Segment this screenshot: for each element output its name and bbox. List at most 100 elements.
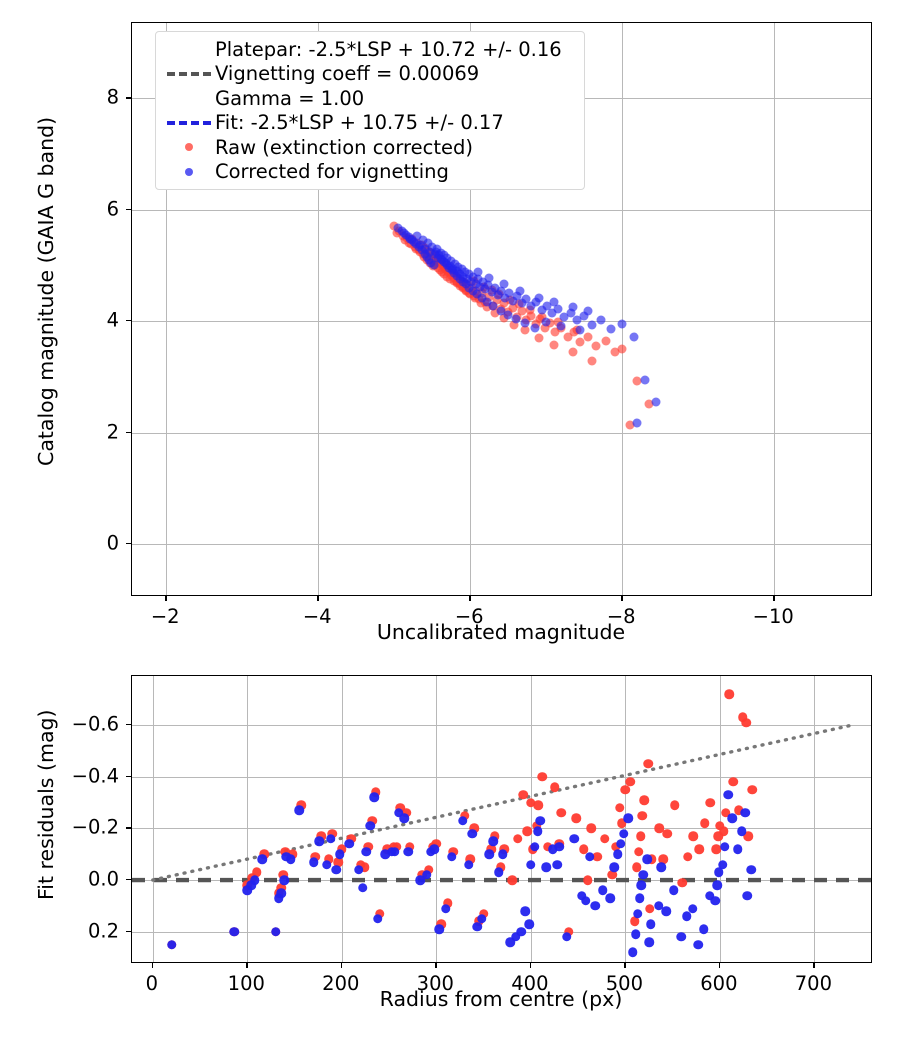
gridline-vertical — [814, 676, 816, 962]
data-point — [510, 932, 521, 942]
data-point — [554, 841, 564, 852]
data-point — [596, 315, 606, 324]
data-point — [653, 901, 664, 911]
data-point — [740, 808, 751, 818]
y-tick-label: 0.2 — [87, 919, 119, 943]
data-point — [715, 821, 725, 831]
data-point — [493, 290, 503, 300]
residuals-axes — [131, 675, 872, 963]
legend-label: Fit: -2.5*LSP + 10.75 +/- 0.17 — [215, 111, 504, 134]
data-point — [257, 854, 268, 865]
legend-key-dashed-blue — [163, 111, 215, 136]
data-point — [668, 885, 679, 896]
data-point — [550, 327, 560, 337]
legend-item: Raw (extinction corrected) — [163, 135, 575, 160]
data-point — [497, 849, 508, 859]
data-point — [422, 870, 432, 880]
data-point — [547, 308, 557, 318]
residuals-plot-surface — [132, 676, 871, 962]
data-point — [549, 340, 559, 350]
data-point — [486, 844, 496, 854]
data-point — [429, 260, 439, 270]
data-point — [541, 317, 551, 327]
data-point — [609, 862, 619, 872]
data-point — [355, 859, 366, 870]
data-point — [468, 272, 478, 282]
data-point — [582, 875, 593, 885]
data-point — [346, 833, 357, 844]
data-point — [357, 883, 368, 893]
legend-item: Fit: -2.5*LSP + 10.75 +/- 0.17 — [163, 111, 575, 136]
data-point — [496, 306, 506, 316]
x-tick — [151, 963, 154, 968]
data-point — [478, 277, 488, 287]
data-point — [344, 839, 355, 849]
y-tick — [126, 879, 131, 881]
data-point — [424, 864, 434, 875]
data-point — [575, 337, 585, 347]
data-point — [296, 800, 306, 810]
data-point — [583, 332, 593, 342]
data-point — [616, 818, 627, 828]
data-point — [586, 823, 597, 834]
data-point — [592, 852, 602, 862]
residuals-xlabel: Radius from centre (px) — [379, 987, 623, 1011]
data-point — [537, 771, 547, 782]
gridline-vertical — [470, 23, 472, 595]
legend-key-empty — [163, 37, 215, 62]
x-tick-label: −6 — [454, 605, 484, 628]
data-point — [631, 862, 642, 872]
data-point — [316, 831, 326, 841]
x-tick-label: −8 — [606, 605, 636, 628]
data-point — [526, 797, 536, 808]
data-point — [492, 295, 502, 305]
data-point — [623, 813, 633, 823]
data-point — [423, 238, 433, 248]
data-point — [683, 852, 693, 862]
data-point — [563, 332, 572, 342]
data-point — [442, 898, 453, 909]
data-point — [314, 836, 324, 847]
data-point — [276, 883, 287, 893]
data-point — [246, 880, 256, 890]
data-point — [529, 841, 540, 852]
data-point — [643, 759, 653, 769]
data-point — [552, 859, 563, 870]
data-point — [493, 867, 504, 878]
data-point — [610, 347, 620, 357]
data-point — [487, 287, 496, 297]
y-tick-label: 0.0 — [87, 867, 119, 891]
data-point — [477, 293, 487, 303]
y-tick — [126, 208, 131, 211]
x-tick-label: −2 — [150, 605, 180, 628]
data-point — [541, 862, 551, 872]
data-point — [542, 301, 552, 310]
gridline-horizontal — [132, 776, 871, 778]
data-point — [473, 274, 483, 284]
data-point — [615, 839, 626, 849]
data-point — [651, 397, 661, 407]
data-point — [287, 849, 298, 859]
legend-item: Vignetting coeff = 0.00069 — [163, 62, 575, 87]
data-point — [480, 284, 490, 294]
data-point — [229, 926, 239, 937]
data-point — [712, 880, 722, 890]
magnitude-fit-xlabel: Uncalibrated magnitude — [376, 620, 626, 644]
data-point — [393, 808, 404, 818]
data-point — [599, 833, 610, 844]
data-point — [469, 823, 479, 834]
data-point — [742, 890, 753, 901]
data-point — [371, 787, 381, 797]
data-point — [532, 826, 543, 836]
data-point — [511, 314, 521, 324]
x-tick — [469, 596, 471, 601]
data-point — [484, 292, 494, 302]
x-tick-label: 300 — [416, 972, 454, 995]
gridline-vertical — [622, 23, 624, 595]
data-point — [687, 903, 698, 914]
data-point — [308, 857, 319, 867]
data-point — [515, 286, 525, 295]
data-point — [579, 311, 589, 321]
y-tick-label: −0.6 — [71, 712, 119, 736]
data-point — [633, 846, 644, 857]
